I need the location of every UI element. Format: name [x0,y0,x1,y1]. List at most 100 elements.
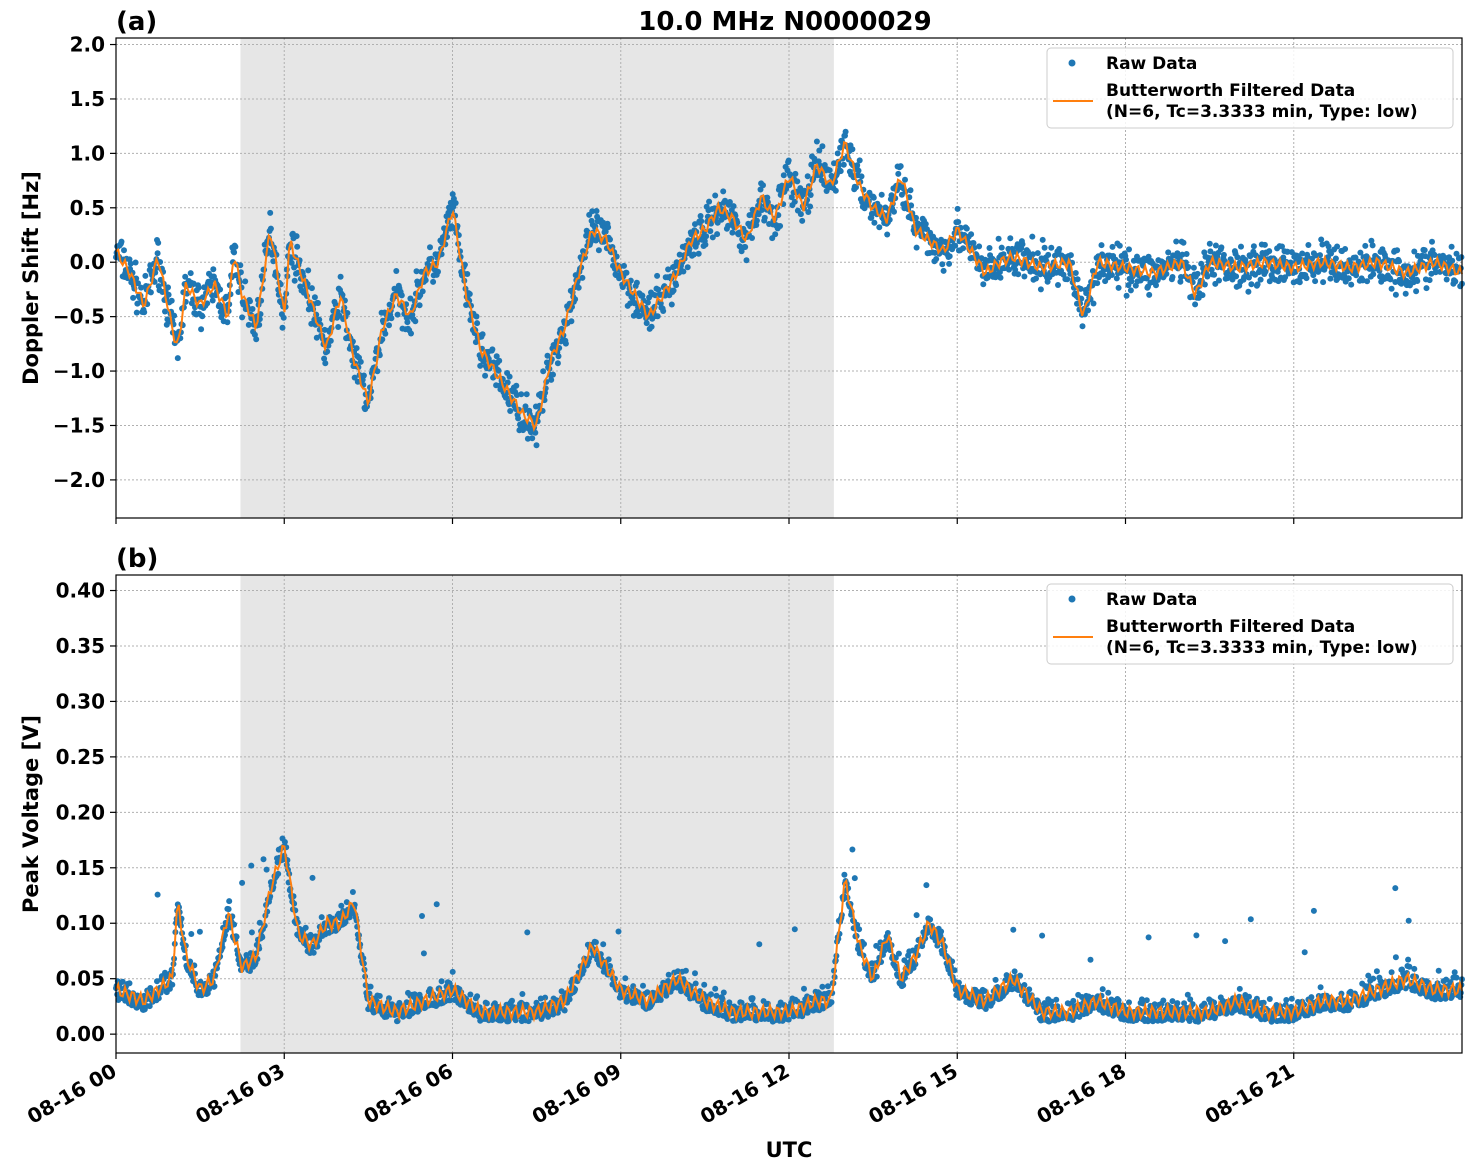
raw-data-point [233,933,240,940]
raw-data-point [1123,256,1129,263]
raw-data-point [398,292,405,299]
raw-data-point [1296,279,1303,286]
y-ticks-b: 0.40 0.35 0.30 0.25 0.20 0.15 0.10 0.05 0.00 [56,579,116,1046]
raw-data-point [134,300,141,307]
raw-data-point [692,970,698,977]
raw-data-point [856,157,863,164]
raw-data-point [1334,243,1341,250]
peak-voltage-panel: 0.40 0.35 0.30 0.25 0.20 0.15 0.10 0.05 0.00 08-… [19,544,1465,1129]
raw-data-point [288,259,295,266]
raw-data-point [1021,273,1028,280]
raw-data-point [1435,967,1442,974]
raw-data-point [1174,250,1181,257]
raw-data-point [772,231,779,238]
raw-data-point [1449,257,1456,264]
raw-data-point [267,209,274,216]
raw-data-point [1266,248,1273,255]
raw-data-point [797,185,804,192]
raw-data-point [135,280,141,287]
raw-data-point [119,978,126,985]
raw-data-point [780,172,787,179]
raw-data-point [851,875,858,882]
raw-data-point [592,939,599,946]
raw-data-point [680,268,687,275]
raw-data-point [946,253,953,260]
y-tick-label: 0.25 [56,745,105,769]
raw-data-point [1019,241,1026,248]
raw-data-point [730,203,737,210]
raw-data-point [1041,244,1048,251]
raw-data-point [1362,242,1369,249]
raw-data-point [1452,278,1459,285]
raw-data-point [1085,307,1091,314]
raw-data-point [858,173,865,180]
raw-data-point [1160,997,1167,1004]
raw-data-point [1305,242,1312,248]
raw-data-point [1280,254,1287,261]
raw-data-point [884,930,891,936]
raw-data-point [291,277,298,284]
raw-data-point [376,993,383,999]
raw-data-point [1317,984,1324,991]
raw-data-point [1006,266,1012,273]
raw-data-point [1348,281,1355,288]
raw-data-point [1064,276,1071,283]
raw-data-point [413,268,420,275]
raw-data-point [1388,969,1395,976]
raw-data-point [900,982,907,989]
x-ticks-b: 08-16 00 08-16 03 08-16 06 08-16 09 08-16 12… [23,1053,1298,1129]
raw-data-point [1146,291,1153,298]
raw-data-point [1115,284,1122,291]
raw-data-point [308,285,315,292]
raw-data-point [895,170,902,177]
y-tick-label: 1.0 [70,141,105,165]
raw-data-point [138,284,145,291]
y-tick-label: −1.5 [53,413,105,437]
raw-data-point [311,294,318,301]
x-tick-label: 08-16 03 [191,1059,289,1129]
raw-data-point [1303,275,1310,282]
raw-data-point [968,231,975,238]
raw-data-point [742,244,749,250]
raw-data-point [1072,270,1079,276]
raw-data-point [502,394,509,401]
raw-data-point [1368,237,1375,244]
raw-data-point [1448,243,1455,250]
raw-data-point [1074,276,1081,283]
raw-data-point [788,194,795,201]
shaded-interval-b [240,575,834,1053]
raw-data-point [217,286,224,293]
raw-data-point [171,312,178,319]
raw-data-point [1413,288,1420,295]
x-tick-label: 08-16 18 [1032,1059,1130,1129]
raw-data-point [1353,272,1360,279]
raw-data-point [245,321,252,328]
raw-data-point [995,235,1002,242]
raw-data-point [507,408,514,414]
raw-data-point [657,997,664,1003]
raw-data-point [1044,278,1051,285]
raw-data-point [1067,252,1074,259]
raw-data-point [1411,965,1418,972]
raw-data-point [231,249,238,256]
raw-data-point [703,233,710,240]
raw-data-point [807,192,814,198]
y-tick-label: 0.00 [56,1022,105,1046]
raw-data-point [1034,250,1041,257]
raw-data-point [1414,278,1421,284]
raw-data-point [315,300,321,306]
raw-data-point [474,993,481,1000]
raw-data-point [1012,266,1019,273]
raw-data-point [342,919,349,926]
raw-data-point [600,941,607,948]
raw-data-point [322,360,329,367]
raw-data-point [479,331,486,338]
raw-data-point [466,291,473,297]
raw-data-point [712,985,719,992]
raw-data-point [449,968,456,975]
raw-data-point [902,176,908,183]
raw-data-point [1090,300,1097,307]
raw-data-point [707,228,714,235]
raw-data-point [1015,271,1022,278]
raw-data-point [609,244,616,250]
